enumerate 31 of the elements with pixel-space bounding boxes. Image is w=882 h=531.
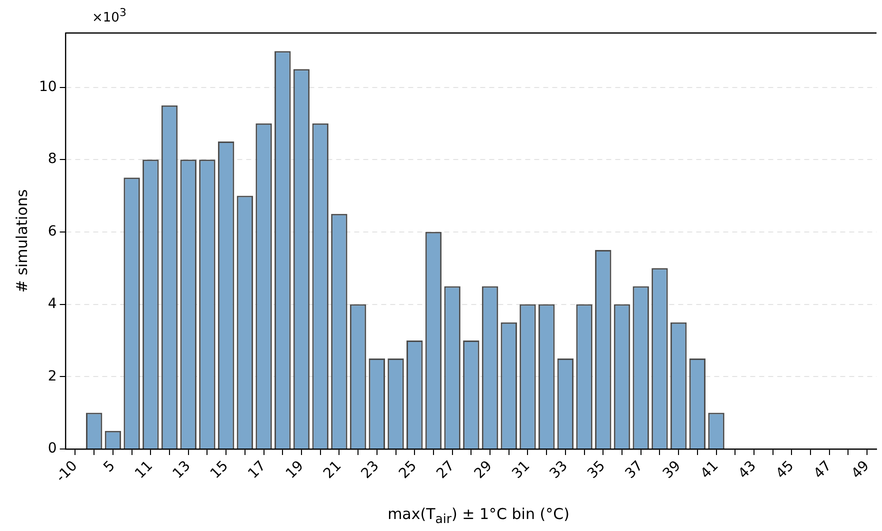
x-tick-label: 37 xyxy=(622,458,646,482)
x-tick-label: 35 xyxy=(584,458,609,482)
x-tick-label: 43 xyxy=(735,458,760,482)
x-tick-label: 47 xyxy=(810,458,835,482)
x-tick-label: -10 xyxy=(53,458,81,486)
x-axis-title: max(T$_{air}$) ± 1°C bin (°C) xyxy=(386,505,570,526)
x-tick-label: 31 xyxy=(509,458,534,482)
x-tick-label: 45 xyxy=(773,458,798,482)
x-tick-label: 27 xyxy=(434,458,458,482)
text: ×10$^{3}$ xyxy=(92,6,126,26)
y-tick-label: 4 xyxy=(48,296,57,312)
x-tick-label: 39 xyxy=(660,458,684,482)
x-tick-label: 29 xyxy=(472,458,496,482)
y-tick-label: 6 xyxy=(48,224,57,240)
x-tick-label: 33 xyxy=(546,458,571,482)
x-tick-label: 19 xyxy=(282,458,307,482)
y-tick-label: 0 xyxy=(48,440,57,457)
x-tick-label: 15 xyxy=(208,458,232,482)
x-tick-label: 17 xyxy=(245,458,270,482)
x-tick-label: 41 xyxy=(698,458,722,482)
x-tick-label: 49 xyxy=(848,458,872,482)
x-tick-label: 13 xyxy=(170,458,194,482)
y-tick-label: 10 xyxy=(38,78,57,95)
x-tick-label: 5 xyxy=(100,458,118,476)
x-tick-label: 11 xyxy=(132,458,156,482)
y-tick-label: 2 xyxy=(48,368,57,384)
x-tick-label: 23 xyxy=(358,458,382,482)
x-tick-label: 25 xyxy=(396,458,420,482)
y-tick-label: 8 xyxy=(48,151,57,168)
y-axis-title: # simulations xyxy=(12,189,31,293)
x-tick-label: 21 xyxy=(320,458,345,482)
